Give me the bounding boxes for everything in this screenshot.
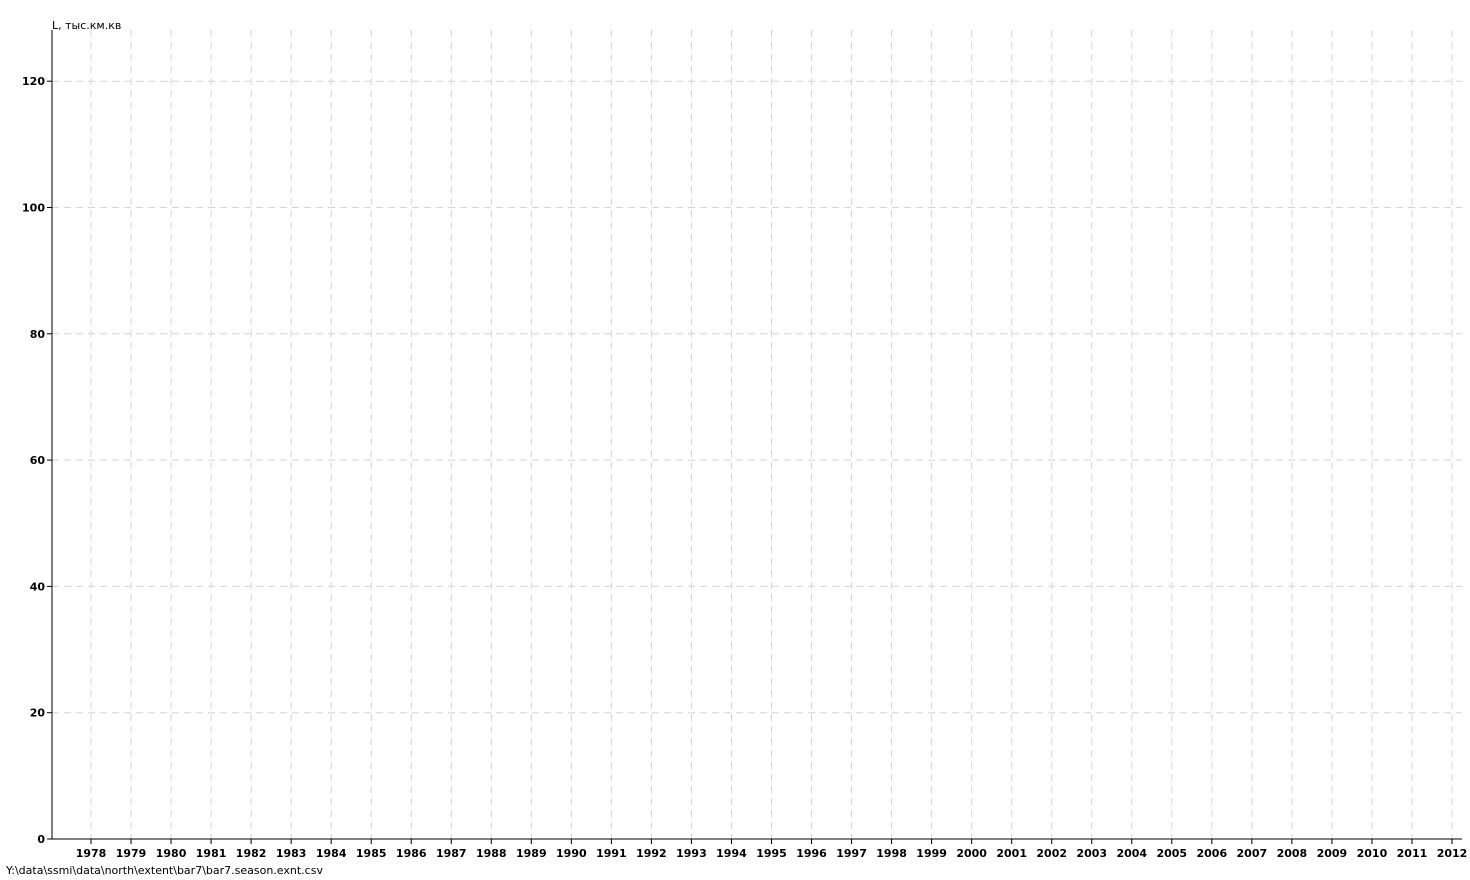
x-tick-label: 2005 (1156, 847, 1187, 860)
x-tick-label: 1995 (756, 847, 787, 860)
x-tick-label: 2000 (956, 847, 987, 860)
x-tick-label: 1996 (796, 847, 827, 860)
x-tick-label: 1986 (396, 847, 427, 860)
x-tick-label: 2004 (1116, 847, 1147, 860)
y-tick-label: 0 (37, 833, 45, 846)
x-ticks: 1978 1979 1980 1981 1982 1983 1984 1985 1986 1987… (76, 839, 1468, 860)
x-tick-label: 1982 (236, 847, 267, 860)
y-tick-label: 20 (30, 707, 46, 720)
x-tick-label: 1980 (156, 847, 187, 860)
y-tick-label: 100 (22, 202, 45, 215)
x-tick-label: 1990 (556, 847, 587, 860)
x-tick-label: 1978 (76, 847, 107, 860)
x-tick-label: 2002 (1036, 847, 1067, 860)
x-tick-label: 1988 (476, 847, 507, 860)
x-tick-label: 2001 (996, 847, 1027, 860)
x-tick-label: 1991 (596, 847, 627, 860)
x-tick-label: 2009 (1317, 847, 1348, 860)
x-tick-label: 1987 (436, 847, 467, 860)
x-tick-label: 1983 (276, 847, 307, 860)
x-tick-label: 2006 (1197, 847, 1228, 860)
x-tick-label: 1997 (836, 847, 867, 860)
y-tick-label: 60 (30, 454, 46, 467)
y-ticks: 0 20 40 60 80 100 120 (22, 75, 52, 846)
x-tick-label: 1989 (516, 847, 547, 860)
x-tick-label: 1981 (196, 847, 227, 860)
y-tick-label: 80 (30, 328, 46, 341)
grid (52, 30, 1462, 839)
y-tick-label: 120 (22, 75, 45, 88)
x-tick-label: 1999 (916, 847, 947, 860)
file-path: Y:\data\ssmi\data\north\extent\bar7\bar7… (5, 864, 323, 877)
y-tick-label: 40 (30, 580, 46, 593)
y-axis-label: L, тыс.км.кв (52, 19, 121, 32)
x-tick-label: 2003 (1076, 847, 1107, 860)
axes (51, 30, 1462, 840)
x-tick-label: 2011 (1397, 847, 1428, 860)
x-tick-label: 1992 (636, 847, 667, 860)
x-tick-label: 2012 (1437, 847, 1468, 860)
x-tick-label: 2007 (1237, 847, 1268, 860)
x-tick-label: 2010 (1357, 847, 1388, 860)
x-tick-label: 1979 (116, 847, 147, 860)
x-tick-label: 2008 (1277, 847, 1308, 860)
x-tick-label: 1998 (876, 847, 907, 860)
x-tick-label: 1985 (356, 847, 387, 860)
x-tick-label: 1994 (716, 847, 747, 860)
x-tick-label: 1984 (316, 847, 347, 860)
x-tick-label: 1993 (676, 847, 707, 860)
